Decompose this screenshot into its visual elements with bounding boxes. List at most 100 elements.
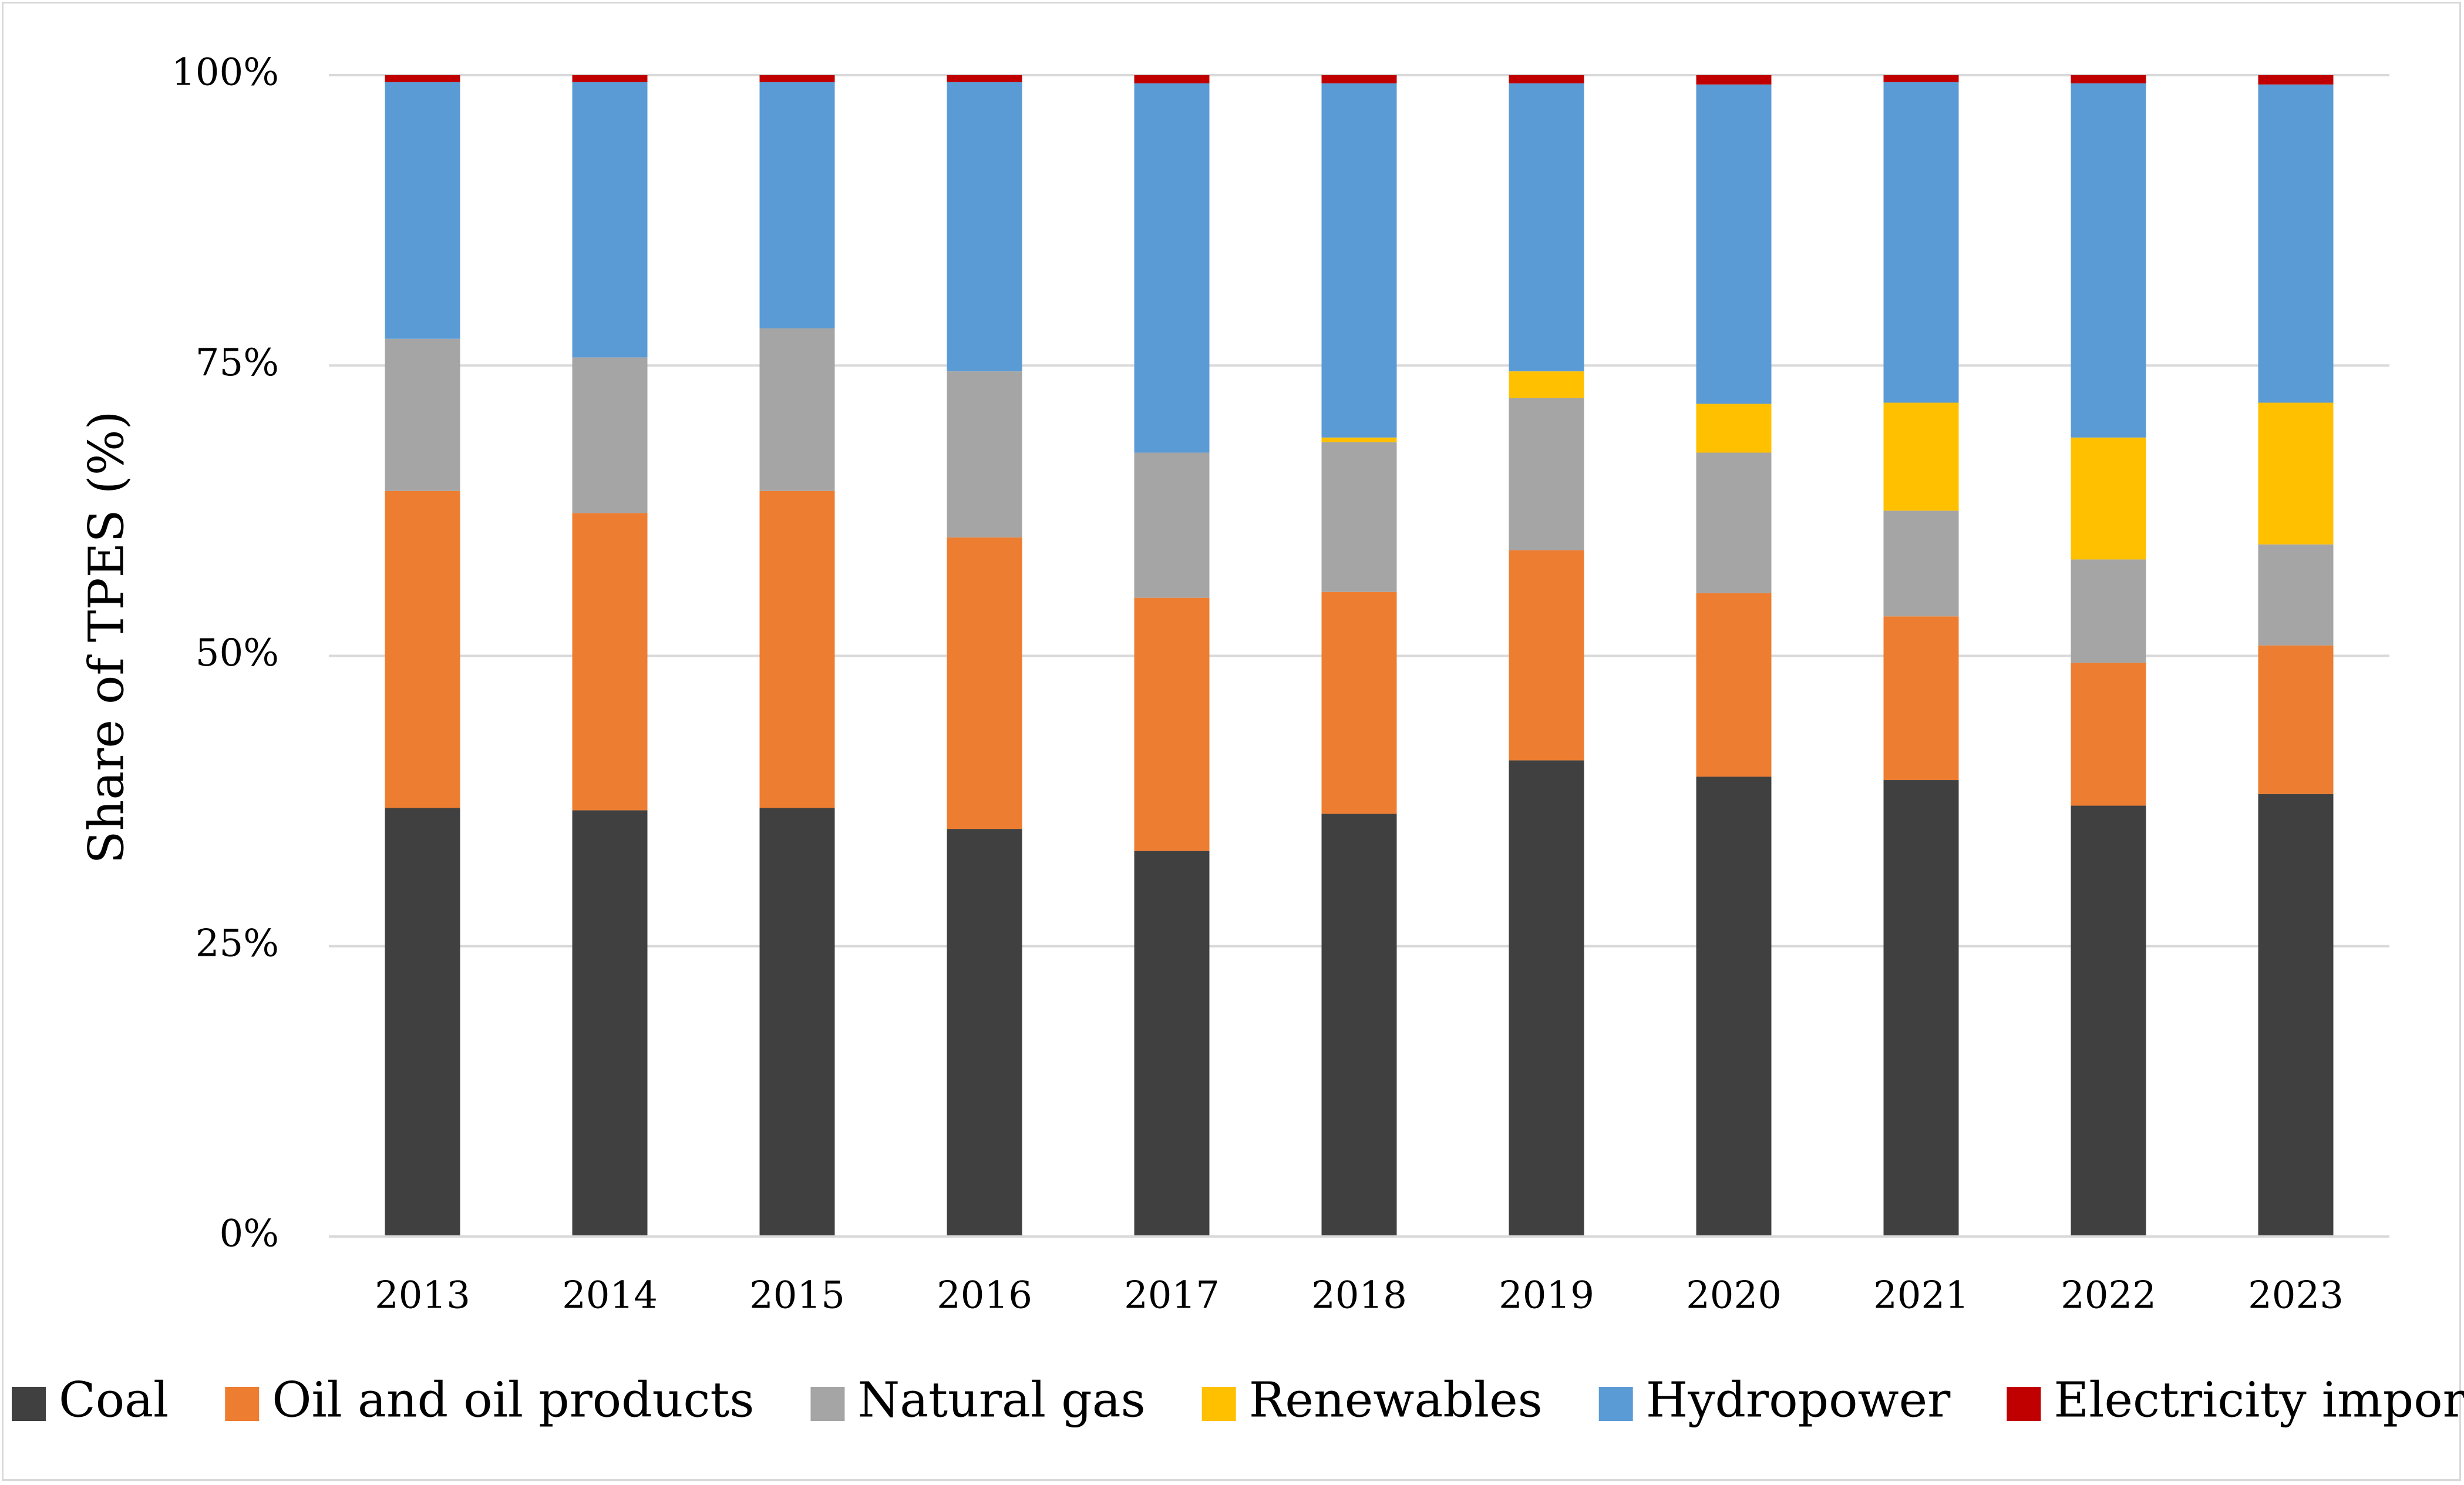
x-tick-label: 2019 <box>1499 1274 1594 1318</box>
bar-coal-2018 <box>1321 814 1397 1237</box>
bar-group-2020 <box>1696 75 1772 1237</box>
bar-oil-and-oil-products-2017 <box>1134 597 1210 851</box>
bar-hydropower-2020 <box>1696 84 1772 404</box>
x-tick-label: 2021 <box>1873 1274 1969 1318</box>
bar-hydropower-2019 <box>1509 83 1584 372</box>
bar-oil-and-oil-products-2022 <box>2071 663 2146 806</box>
bar-oil-and-oil-products-2023 <box>2258 645 2334 794</box>
bar-renewables-2020 <box>1696 404 1772 453</box>
x-tick-label: 2013 <box>375 1274 470 1318</box>
bar-renewables-2022 <box>2071 437 2146 560</box>
legend-swatch <box>225 1387 260 1421</box>
x-tick-labels: 2013 2014 2015 2016 2017 2018 2019 2020 2021 2022… <box>375 1274 2344 1318</box>
bar-electricity-import-2014 <box>572 75 648 82</box>
bar-coal-2021 <box>1883 780 1959 1237</box>
bar-natural-gas-2020 <box>1696 452 1772 593</box>
legend-swatch <box>2007 1387 2041 1421</box>
legend-swatch <box>12 1387 46 1421</box>
legend-item-electricity-import: Electricity import <box>2007 1373 2464 1429</box>
x-tick-label: 2017 <box>1124 1274 1220 1318</box>
bar-natural-gas-2014 <box>572 357 648 513</box>
bar-coal-2017 <box>1134 851 1210 1237</box>
x-tick-label: 2014 <box>562 1274 658 1318</box>
bar-hydropower-2014 <box>572 82 648 358</box>
y-tick-labels: 0% 25% 50% 75% 100% <box>171 51 279 1256</box>
bar-coal-2015 <box>759 808 835 1237</box>
bar-coal-2022 <box>2071 805 2146 1237</box>
legend-label: Electricity import <box>2054 1373 2464 1429</box>
x-tick-label: 2022 <box>2061 1274 2156 1318</box>
y-axis-label: Share of TPES (%) <box>79 411 135 864</box>
bar-coal-2016 <box>947 829 1022 1237</box>
bar-group-2022 <box>2071 75 2146 1237</box>
bar-electricity-import-2020 <box>1696 75 1772 85</box>
bar-electricity-import-2022 <box>2071 75 2146 83</box>
legend-swatch <box>1201 1387 1236 1421</box>
legend-label: Natural gas <box>857 1373 1145 1429</box>
bar-oil-and-oil-products-2016 <box>947 537 1022 829</box>
bar-oil-and-oil-products-2015 <box>759 490 835 808</box>
bar-natural-gas-2019 <box>1509 398 1584 550</box>
bar-renewables-2021 <box>1883 402 1959 511</box>
bar-group-2019 <box>1509 75 1584 1237</box>
bar-coal-2014 <box>572 810 648 1237</box>
bar-hydropower-2016 <box>947 82 1022 372</box>
bar-hydropower-2021 <box>1883 82 1959 403</box>
y-tick-label: 0% <box>219 1212 279 1256</box>
x-tick-label: 2020 <box>1686 1274 1782 1318</box>
y-tick-label: 75% <box>196 341 279 385</box>
bar-electricity-import-2021 <box>1883 75 1959 82</box>
bar-coal-2019 <box>1509 760 1584 1237</box>
x-tick-label: 2023 <box>2248 1274 2344 1318</box>
bar-natural-gas-2015 <box>759 328 835 491</box>
bar-natural-gas-2017 <box>1134 452 1210 598</box>
bar-hydropower-2013 <box>385 82 460 339</box>
bar-natural-gas-2023 <box>2258 544 2334 646</box>
bars <box>385 75 2334 1237</box>
y-tick-label: 50% <box>196 631 279 675</box>
bar-group-2018 <box>1321 75 1397 1237</box>
bar-group-2023 <box>2258 75 2334 1237</box>
bar-electricity-import-2013 <box>385 75 460 82</box>
bar-natural-gas-2021 <box>1883 510 1959 617</box>
bar-renewables-2018 <box>1321 437 1397 442</box>
bar-hydropower-2015 <box>759 82 835 328</box>
legend-item-renewables: Renewables <box>1201 1373 1543 1429</box>
bar-electricity-import-2019 <box>1509 75 1584 83</box>
legend-label: Coal <box>59 1373 169 1429</box>
legend-item-natural-gas: Natural gas <box>810 1373 1146 1429</box>
legend-label: Hydropower <box>1646 1373 1951 1429</box>
bar-renewables-2019 <box>1509 371 1584 398</box>
bar-electricity-import-2023 <box>2258 75 2334 85</box>
bar-electricity-import-2017 <box>1134 75 1210 83</box>
bar-hydropower-2018 <box>1321 83 1397 438</box>
bar-coal-2020 <box>1696 777 1772 1237</box>
bar-natural-gas-2018 <box>1321 442 1397 592</box>
bar-group-2014 <box>572 75 648 1237</box>
bar-oil-and-oil-products-2020 <box>1696 593 1772 777</box>
y-tick-label: 25% <box>196 922 279 965</box>
legend-label: Oil and oil products <box>272 1373 754 1429</box>
bar-group-2016 <box>947 75 1022 1237</box>
bar-oil-and-oil-products-2021 <box>1883 616 1959 781</box>
bar-group-2017 <box>1134 75 1210 1237</box>
x-tick-label: 2015 <box>749 1274 845 1318</box>
bar-natural-gas-2022 <box>2071 559 2146 663</box>
legend-swatch <box>1598 1387 1633 1421</box>
bar-oil-and-oil-products-2013 <box>385 490 460 808</box>
bar-renewables-2023 <box>2258 402 2334 545</box>
bar-hydropower-2017 <box>1134 83 1210 453</box>
bar-coal-2013 <box>385 808 460 1237</box>
x-tick-label: 2018 <box>1311 1274 1407 1318</box>
bar-oil-and-oil-products-2014 <box>572 513 648 811</box>
bar-coal-2023 <box>2258 794 2334 1237</box>
bar-group-2021 <box>1883 75 1959 1237</box>
bar-hydropower-2022 <box>2071 83 2146 438</box>
legend-item-coal: Coal <box>12 1373 169 1429</box>
bar-electricity-import-2015 <box>759 75 835 82</box>
legend-swatch <box>810 1387 845 1421</box>
bar-oil-and-oil-products-2019 <box>1509 550 1584 761</box>
bar-natural-gas-2013 <box>385 338 460 491</box>
